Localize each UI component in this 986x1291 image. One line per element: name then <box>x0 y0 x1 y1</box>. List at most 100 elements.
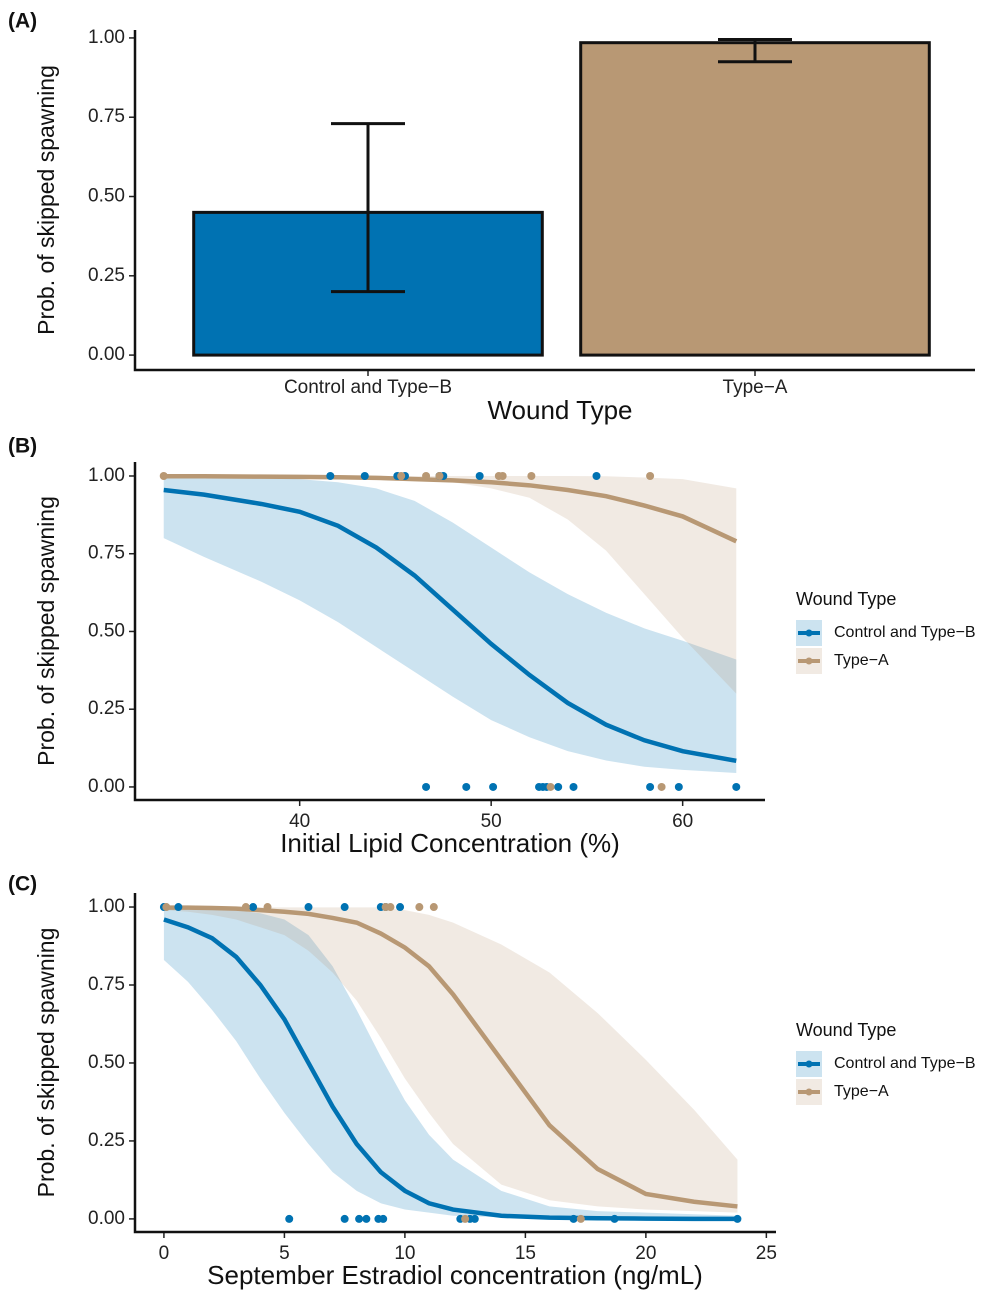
x-tick-label: 60 <box>672 811 693 832</box>
axes <box>133 893 776 1234</box>
data-point <box>657 782 666 791</box>
data-point <box>397 471 406 480</box>
data-point <box>386 903 395 912</box>
data-point <box>732 782 741 791</box>
legend-key-point <box>805 657 813 665</box>
y-tick-label: 0.75 <box>88 974 125 995</box>
data-point <box>340 903 349 912</box>
data-point <box>326 471 335 480</box>
data-point <box>554 782 563 791</box>
data-point <box>162 903 171 912</box>
data-point <box>304 903 313 912</box>
y-tick-label: 0.25 <box>88 1130 125 1151</box>
data-point <box>360 471 369 480</box>
fit-line <box>163 474 738 544</box>
data-point <box>435 471 444 480</box>
y-tick-label: 0.75 <box>88 106 125 127</box>
y-tick-label: 1.00 <box>88 27 125 48</box>
x-tick-label: Control and Type−B <box>284 377 452 398</box>
y-tick-label: 1.00 <box>88 896 125 917</box>
y-tick-label: 0.50 <box>88 620 125 641</box>
data-point <box>362 1214 371 1223</box>
panel-label: (C) <box>8 873 37 896</box>
y-tick-label: 0.25 <box>88 265 125 286</box>
data-point <box>569 782 578 791</box>
data-point <box>527 471 536 480</box>
x-tick-label: 50 <box>481 811 502 832</box>
data-point <box>569 1214 578 1223</box>
y-axis-title: Prob. of skipped spawning <box>33 65 59 335</box>
data-point <box>489 782 498 791</box>
fit-line <box>163 487 737 764</box>
data-point <box>429 903 438 912</box>
legend-title: Wound Type <box>796 1020 896 1040</box>
data-point <box>462 782 471 791</box>
data-point <box>422 782 431 791</box>
y-axis-title: Prob. of skipped spawning <box>33 928 59 1198</box>
y-tick-label: 0.00 <box>88 344 125 365</box>
x-tick-label: 25 <box>756 1243 777 1264</box>
bar <box>579 41 931 357</box>
data-point <box>422 471 431 480</box>
x-tick-label: 5 <box>279 1243 290 1264</box>
legend-key-point <box>805 1060 813 1068</box>
y-tick-label: 1.00 <box>88 465 125 486</box>
fit-line <box>163 905 738 1209</box>
data-point <box>576 1214 585 1223</box>
data-point <box>461 1214 470 1223</box>
panel-label: (A) <box>8 10 37 33</box>
data-point <box>355 1214 364 1223</box>
data-point <box>475 471 484 480</box>
data-point <box>592 471 601 480</box>
x-axis-title: Wound Type <box>487 395 632 425</box>
confidence-band <box>163 475 737 694</box>
legend-label: Type−A <box>834 652 889 669</box>
data-point <box>733 1214 742 1223</box>
data-point <box>263 903 272 912</box>
axes <box>133 30 975 372</box>
y-tick-label: 0.75 <box>88 543 125 564</box>
data-point <box>415 903 424 912</box>
data-point <box>249 903 258 912</box>
error-bar <box>331 122 405 294</box>
legend-key-point <box>805 1088 813 1096</box>
data-point <box>379 1214 388 1223</box>
data-point <box>674 782 683 791</box>
data-point <box>646 471 655 480</box>
x-tick-label: Type−A <box>723 377 788 398</box>
fit-line <box>163 917 738 1222</box>
y-tick-label: 0.50 <box>88 1052 125 1073</box>
x-tick-label: 10 <box>394 1243 415 1264</box>
data-point <box>498 471 507 480</box>
legend-label: Type−A <box>834 1083 889 1100</box>
x-axis-title: September Estradiol concentration (ng/mL… <box>207 1260 703 1290</box>
data-point <box>470 1214 479 1223</box>
y-tick-label: 0.00 <box>88 776 125 797</box>
x-tick-label: 20 <box>635 1243 656 1264</box>
data-point <box>174 903 183 912</box>
data-point <box>285 1214 294 1223</box>
data-point <box>396 903 405 912</box>
data-point <box>610 1214 619 1223</box>
x-tick-label: 15 <box>515 1243 536 1264</box>
legend-title: Wound Type <box>796 589 896 609</box>
y-tick-label: 0.50 <box>88 186 125 207</box>
confidence-band <box>163 908 738 1219</box>
error-bar <box>718 38 792 64</box>
legend-key-point <box>805 629 813 637</box>
confidence-band <box>163 907 738 1213</box>
x-axis-title: Initial Lipid Concentration (%) <box>280 828 620 858</box>
axes <box>133 462 765 802</box>
data-point <box>159 471 168 480</box>
legend-label: Control and Type−B <box>834 1055 976 1072</box>
legend-label: Control and Type−B <box>834 624 976 641</box>
x-tick-label: 0 <box>159 1243 170 1264</box>
y-axis-title: Prob. of skipped spawning <box>33 496 59 766</box>
data-point <box>340 1214 349 1223</box>
data-point <box>241 903 250 912</box>
x-tick-label: 40 <box>289 811 310 832</box>
y-tick-label: 0.25 <box>88 698 125 719</box>
data-point <box>646 782 655 791</box>
panel-label: (B) <box>8 435 37 458</box>
